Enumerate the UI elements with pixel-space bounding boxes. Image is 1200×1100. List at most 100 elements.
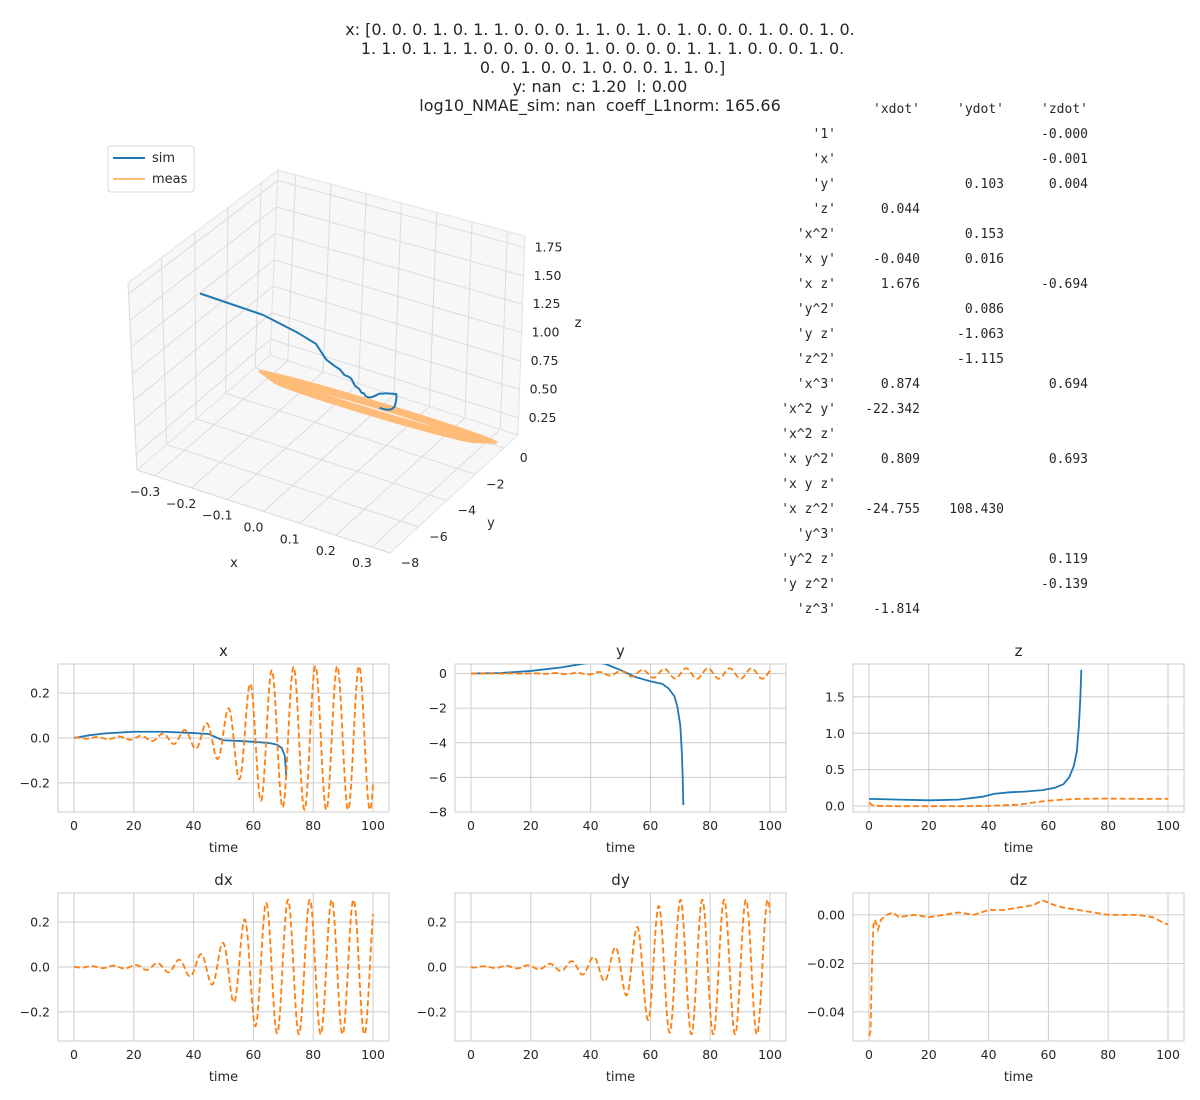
- coeff-row-term: 'y^3': [796, 527, 836, 542]
- phase-space-3d-plot: −0.3 −0.2 −0.1 0.0 0.1 0.2 0.3 0 −2 −4 −6 −8 0.25 0.5…: [107, 145, 582, 571]
- x-tick-label: 20: [523, 1047, 539, 1062]
- grid-line-3d: [322, 184, 332, 373]
- legend-label-sim: sim: [152, 151, 175, 166]
- x-tick-label: 40: [981, 818, 997, 833]
- y-tick-label: 0.2: [427, 915, 447, 930]
- y-tick-label: 0.00: [817, 907, 845, 922]
- z-tick-label-3d: 1.75: [535, 239, 563, 254]
- coeff-row-term: '1': [812, 127, 836, 142]
- grid-line-3d: [154, 360, 289, 477]
- coeff-cell-xdot: 1.676: [880, 277, 920, 292]
- y-tick-label: 0.2: [30, 686, 50, 701]
- x-tick-label-3d: 0.0: [244, 520, 264, 535]
- x-tick-label: 40: [186, 818, 202, 833]
- x-axis-label: time: [1004, 1070, 1033, 1085]
- y-tick-label: −4: [429, 735, 447, 750]
- x-tick-label-3d: 0.3: [352, 555, 372, 570]
- grid-line-3d: [275, 232, 523, 305]
- coeff-cell-xdot: 0.874: [880, 377, 920, 392]
- coeff-row-term: 'y z': [796, 327, 836, 342]
- coeff-cell-xdot: 0.044: [880, 202, 920, 217]
- subplot-title: dy: [611, 871, 630, 889]
- grid-line-3d: [464, 221, 473, 418]
- subplot-title: x: [219, 642, 228, 660]
- x-tick-label: 0: [467, 1047, 475, 1062]
- y-tick-label: −0.04: [807, 1004, 845, 1019]
- series-line-meas-3d: [258, 370, 498, 444]
- y-tick-label: 1.0: [825, 726, 845, 741]
- x-tick-label: 0: [70, 818, 78, 833]
- coeff-cell-zdot: 0.694: [1048, 377, 1088, 392]
- subplot-dx: 0 20 40 60 80 100 −0.2 0.0 0.2 dx time: [20, 871, 390, 1085]
- x-axis-label: time: [606, 1070, 635, 1085]
- coeff-cell-zdot: -0.139: [1041, 577, 1088, 592]
- y-tick-label: −2: [429, 701, 447, 716]
- x-tick-label: 100: [758, 818, 782, 833]
- subplot-z: 0 20 40 60 80 100 0.0 0.5 1.0 1.5 z time: [825, 642, 1185, 856]
- grid-line-3d: [271, 312, 520, 390]
- x-tick-label-3d: 0.2: [316, 543, 336, 558]
- axes-frame: [454, 663, 787, 813]
- coefficient-table: 'xdot' 'ydot' 'zdot' '1' -0.000 'x' -0.001 'y' 0…: [760, 100, 1100, 620]
- x-tick-label: 60: [642, 1047, 658, 1062]
- series-line-meas: [73, 898, 374, 1036]
- grid-line-3d: [276, 206, 524, 277]
- coeff-row-term: 'x y': [796, 252, 836, 267]
- coeff-cell-zdot: -0.694: [1041, 277, 1088, 292]
- x-axis-label-3d: x: [230, 556, 238, 571]
- grid-line-3d: [499, 231, 508, 430]
- coeff-row-term: 'z': [812, 202, 836, 217]
- subplot-x: 0 20 40 60 80 100 −0.2 0.0 0.2 x time: [20, 642, 390, 856]
- grid-line-3d: [273, 259, 522, 334]
- coeff-cell-ydot: -1.063: [957, 327, 1004, 342]
- coeff-cell-zdot: -0.000: [1041, 127, 1088, 142]
- grid-line-3d: [272, 285, 521, 362]
- x-tick-label: 40: [981, 1047, 997, 1062]
- x-tick-label: 40: [583, 1047, 599, 1062]
- axes-frame: [57, 892, 390, 1042]
- x-tick-label: 80: [702, 818, 718, 833]
- y-tick-label-3d: −8: [401, 555, 419, 570]
- subplot-y: 0 20 40 60 80 100 −8 −6 −4 −2 0 y time: [429, 642, 787, 856]
- series-line-meas: [73, 665, 374, 811]
- grid-line-3d: [136, 469, 391, 554]
- axes-frame: [852, 663, 1185, 813]
- series-line-meas: [471, 667, 771, 680]
- x-tick-label: 80: [702, 1047, 718, 1062]
- z-tick-label-3d: 0.50: [530, 382, 558, 397]
- z-tick-label-3d: 1.00: [532, 325, 560, 340]
- grid-line-3d: [195, 418, 448, 502]
- coeff-row-term: 'x^2 y': [781, 402, 836, 417]
- z-tick-label-3d: 1.25: [533, 296, 561, 311]
- grid-line-3d: [393, 202, 402, 396]
- x-axis-label: time: [1004, 841, 1033, 856]
- y-tick-label: −8: [429, 805, 447, 820]
- coeff-cell-ydot: 108.430: [949, 502, 1004, 517]
- grid-line-3d: [129, 206, 277, 321]
- series-line-sim-3d: [199, 292, 398, 411]
- coeff-cell-zdot: 0.693: [1048, 452, 1088, 467]
- coeff-row-term: 'x z': [796, 277, 836, 292]
- series-line-meas: [868, 797, 1168, 808]
- coeff-row-term: 'x': [812, 152, 836, 167]
- x-tick-label: 100: [361, 1047, 385, 1062]
- z-tick-label-3d: 0.75: [531, 353, 559, 368]
- x-tick-label: 0: [467, 818, 475, 833]
- grid-line-3d: [335, 417, 466, 536]
- coeff-row-term: 'x^2 z': [781, 427, 836, 442]
- coeff-row-term: 'x z^2': [781, 502, 836, 517]
- grid-line-3d: [225, 392, 476, 475]
- x-tick-label: 0: [865, 1047, 873, 1062]
- y-axis-label-3d: y: [487, 516, 495, 531]
- coeff-cell-zdot: 0.119: [1048, 552, 1088, 567]
- y-tick-label: 0.0: [30, 960, 50, 975]
- grid-line-3d: [160, 257, 168, 445]
- coeff-cell-xdot: -1.814: [873, 602, 920, 617]
- y-tick-label: −6: [429, 770, 447, 785]
- grid-line-3d: [130, 233, 276, 348]
- grid-line-3d: [132, 259, 275, 375]
- x-tick-label: 80: [1100, 1047, 1116, 1062]
- grid-line-3d: [371, 428, 501, 548]
- y-tick-label: −0.02: [807, 956, 845, 971]
